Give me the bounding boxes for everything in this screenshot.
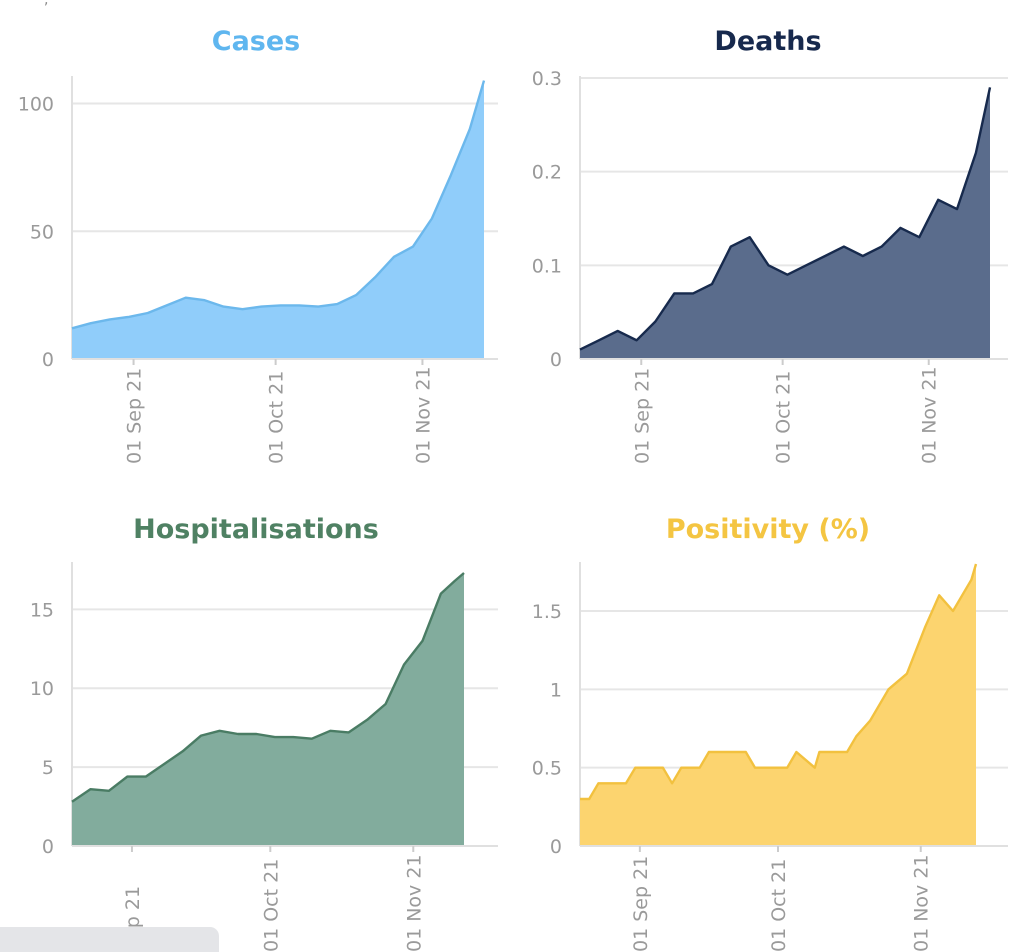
- bottom-tab-bar[interactable]: [0, 927, 219, 952]
- x-tick-label: 01 Oct 21: [773, 371, 795, 464]
- y-tick-label: 100: [18, 94, 54, 116]
- y-tick-label: 50: [30, 221, 54, 243]
- series-line: [579, 87, 992, 351]
- series-area: [72, 80, 484, 359]
- x-tick-label: 01 Nov 21: [403, 854, 425, 952]
- x-tick-label: 01 Nov 21: [412, 366, 434, 464]
- y-tick-label: 0: [42, 349, 54, 371]
- chart-title: Cases: [212, 26, 301, 57]
- positivity-chart: Positivity (%) 0 0.5 1 1.5 01 Sep 21 01 Oct 21…: [532, 514, 1008, 952]
- x-tick-label: 01 Nov 21: [911, 854, 933, 952]
- y-tick-label: 0.1: [532, 255, 562, 277]
- x-tick-label: 01 Sep 21: [124, 368, 146, 464]
- x-tick-label: 01 Sep 21: [631, 368, 653, 464]
- y-tick-label: 0: [550, 349, 562, 371]
- x-tick-label: 01 Oct 21: [266, 371, 288, 464]
- positivity-chart-panel: Positivity (%) 0 0.5 1 1.5 01 Sep 21 01 Oct 21…: [512, 476, 1024, 952]
- x-tick-label: 01 Nov 21: [919, 366, 941, 464]
- y-tick-label: 0: [42, 836, 54, 858]
- y-tick-label: 1: [550, 679, 562, 701]
- hospitalisations-chart-panel: Hospitalisations 0 5 10 15 Sep 21 01 Oct 21 01 …: [0, 476, 512, 952]
- y-tick-label: 0: [550, 836, 562, 858]
- y-tick-label: 5: [42, 757, 54, 779]
- y-tick-label: 0.3: [532, 68, 562, 90]
- series-area: [580, 564, 976, 846]
- chart-title: Hospitalisations: [133, 514, 379, 545]
- series-line: [580, 563, 978, 801]
- y-tick-label: 0.2: [532, 162, 562, 184]
- series-area: [580, 87, 990, 360]
- deaths-chart-panel: Deaths 0 0.1 0.2 0.3 01 Sep 21 01 Oct 21 01 Nov…: [512, 0, 1024, 476]
- cases-chart-panel: Cases 0 50 100 01 Sep 21 01 Oct 21 01 Nov 21: [0, 0, 512, 476]
- x-tick-label: 01 Oct 21: [768, 859, 790, 952]
- chart-title: Positivity (%): [666, 514, 870, 545]
- chart-title: Deaths: [714, 26, 821, 57]
- y-tick-label: 0.5: [532, 758, 562, 780]
- series-area: [72, 573, 464, 846]
- y-tick-label: 1.5: [532, 601, 562, 623]
- y-tick-label: 15: [30, 599, 54, 621]
- deaths-chart: Deaths 0 0.1 0.2 0.3 01 Sep 21 01 Oct 21 01 Nov…: [532, 26, 1008, 464]
- y-tick-label: 10: [30, 678, 54, 700]
- top-edge-mark: ,: [44, 0, 49, 8]
- x-tick-label: 01 Sep 21: [630, 856, 652, 952]
- series-line: [71, 572, 465, 803]
- x-tick-label: 01 Oct 21: [260, 859, 282, 952]
- cases-chart: Cases 0 50 100 01 Sep 21 01 Oct 21 01 Nov 21: [18, 26, 498, 464]
- series-line: [71, 80, 486, 330]
